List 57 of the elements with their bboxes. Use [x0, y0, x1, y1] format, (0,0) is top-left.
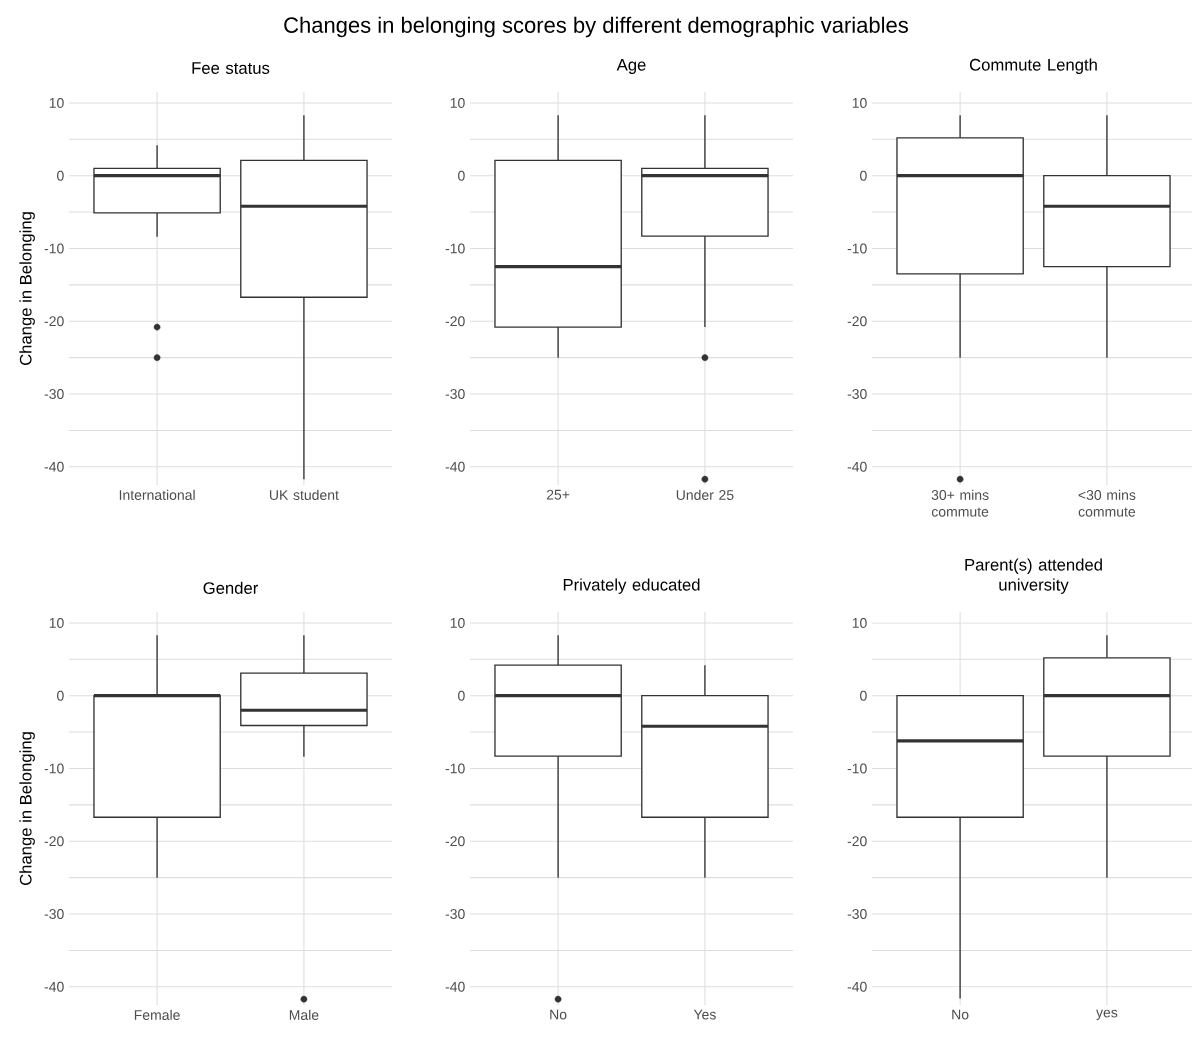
y-tick-label: -30 [445, 389, 465, 399]
x-tick-label: 25+ [546, 489, 570, 500]
x-tick-label: Yes [693, 1009, 716, 1020]
y-tick-label: 10 [49, 617, 64, 628]
y-tick-label: 0 [458, 690, 465, 701]
chart-title: Privately educated [563, 578, 700, 594]
y-tick-label: 0 [860, 690, 867, 701]
y-tick-label: -30 [847, 909, 867, 919]
chart-title: Gender [203, 581, 259, 594]
y-tick-label: -20 [847, 316, 867, 327]
y-tick-label: 0 [57, 690, 64, 701]
x-tick-label: Female [134, 1009, 180, 1020]
chart-title: Fee status [192, 62, 270, 74]
y-tick-label: -10 [847, 763, 867, 774]
y-tick-label: 10 [450, 97, 465, 108]
y-tick-label: -30 [445, 909, 465, 919]
y-tick-label: 10 [852, 97, 867, 108]
x-tick-label: No [550, 1009, 567, 1020]
y-axis-title: Change in Belonging [19, 212, 35, 366]
y-tick-label: -10 [445, 763, 465, 774]
chart-title: Age [616, 59, 646, 74]
y-tick-label: -10 [44, 243, 64, 254]
y-tick-label: -40 [44, 461, 64, 472]
y-tick-label: -20 [445, 316, 465, 327]
y-tick-label: -30 [44, 909, 64, 919]
x-tick-label: Male [289, 1009, 319, 1020]
y-tick-label: 10 [852, 617, 867, 628]
y-tick-label: 10 [49, 97, 64, 108]
chart-title: Commute Length [969, 58, 1097, 74]
y-tick-label: -40 [847, 461, 867, 472]
chart-title: Parent(s) attended university [965, 558, 1102, 594]
y-tick-label: -20 [44, 316, 64, 327]
y-tick-label: -20 [445, 836, 465, 847]
y-tick-label: -10 [847, 243, 867, 254]
y-tick-label: -30 [44, 389, 64, 399]
y-tick-label: 0 [57, 170, 64, 181]
y-tick-label: -10 [445, 243, 465, 254]
y-tick-label: -20 [44, 836, 64, 847]
x-tick-label: No [952, 1009, 969, 1020]
x-tick-label: 30+ mins commute [931, 489, 989, 517]
y-tick-label: -40 [445, 461, 465, 472]
x-tick-label: <30 mins commute [1078, 489, 1136, 517]
x-tick-label: yes [1096, 1009, 1118, 1021]
y-axis-title: Change in Belonging [19, 732, 35, 886]
y-tick-label: 0 [860, 170, 867, 181]
y-tick-label: -40 [847, 981, 867, 992]
x-tick-label: International [119, 489, 195, 500]
y-tick-label: -30 [847, 389, 867, 399]
x-tick-label: UK student [269, 489, 339, 500]
x-tick-label: Under 25 [676, 489, 734, 500]
y-tick-label: -40 [445, 981, 465, 992]
y-tick-label: -20 [847, 836, 867, 847]
text: Changes in belonging scores by different demographic variables [284, 16, 908, 38]
y-tick-label: -10 [44, 763, 64, 774]
y-tick-label: 10 [450, 617, 465, 628]
y-tick-label: 0 [458, 170, 465, 181]
y-tick-label: -40 [44, 981, 64, 992]
